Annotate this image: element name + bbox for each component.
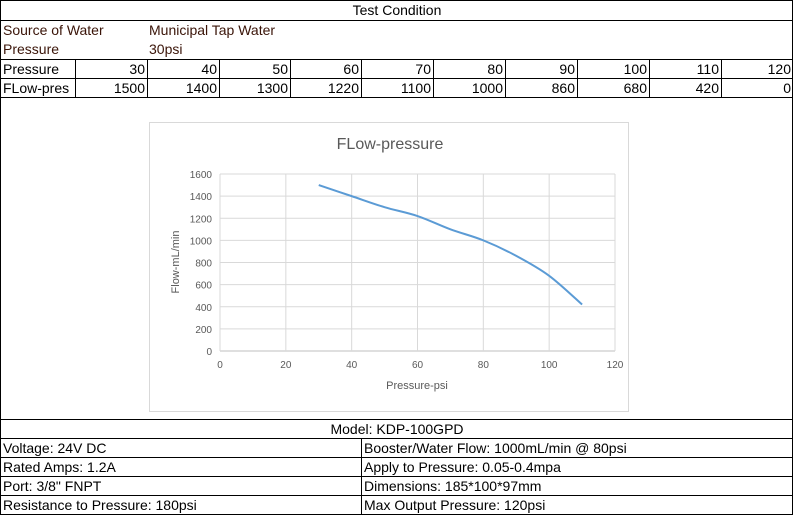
condition-row: Pressure 30psi (1, 40, 792, 59)
model-label: Model: KDP-100GPD (330, 421, 464, 437)
table-cell: 1400 (147, 79, 219, 98)
x-tick-label: 120 (607, 360, 624, 371)
spec-right: Booster/Water Flow: 1000mL/min @ 80psi (361, 439, 792, 458)
condition-row: Source of Water Municipal Tap Water (1, 20, 792, 40)
chart: 0 200 400 600 800 1000 1200 1400 1600 0 20 40 60 80 10… (149, 122, 629, 412)
y-tick-label: 1000 (190, 236, 213, 247)
table-cell: 420 (649, 79, 721, 98)
spec-right: Dimensions: 185*100*97mm (361, 477, 792, 496)
table-cell: 50 (219, 60, 290, 79)
x-tick-label: 40 (346, 360, 358, 371)
y-tick-label: 1200 (190, 214, 213, 225)
table-cell: 0 (721, 79, 792, 98)
x-axis-label: Pressure-psi (386, 380, 448, 392)
table-cell: 100 (577, 60, 649, 79)
x-tick-label: 0 (217, 360, 223, 371)
title-row: Test Condition (1, 1, 792, 20)
series-line (318, 184, 583, 306)
spec-left: Voltage: 24V DC (3, 440, 107, 456)
spec-left: Port: 3/8" FNPT (3, 478, 102, 494)
table-cell: 680 (577, 79, 649, 98)
x-tick-label: 60 (412, 360, 424, 371)
table-cell: 110 (649, 60, 721, 79)
row-label: Pressure (3, 61, 60, 77)
table-cell: 60 (290, 60, 361, 79)
y-tick-label: 1400 (190, 192, 213, 203)
row-label: FLow-pres (3, 80, 70, 96)
table-row: FLow-pres 1500 1400 1300 1220 1100 1000 860 680 4… (1, 78, 792, 98)
y-tick-label: 800 (195, 259, 212, 270)
spec-right: Apply to Pressure: 0.05-0.4mpa (361, 458, 792, 477)
condition-label: Source of Water (3, 22, 104, 38)
table-cell: 1000 (433, 79, 505, 98)
table-cell: 30 (75, 60, 147, 79)
y-tick-label: 1600 (190, 170, 213, 181)
x-tick-label: 20 (280, 360, 292, 371)
y-tick-label: 0 (206, 347, 212, 358)
spec-right: Max Output Pressure: 120psi (361, 496, 792, 514)
x-tick-label: 100 (541, 360, 558, 371)
table-cell: 80 (433, 60, 505, 79)
spec-row: Port: 3/8" FNPT Dimensions: 185*100*97mm (1, 476, 792, 496)
y-tick-label: 600 (195, 281, 212, 292)
table-cell: 860 (505, 79, 577, 98)
chart-area (1, 97, 792, 420)
model-row: Model: KDP-100GPD (1, 419, 792, 439)
table-row: Pressure 30 40 50 60 70 80 90 100 110 120 (1, 59, 792, 79)
condition-label: Pressure (3, 41, 60, 57)
spec-row: Voltage: 24V DC Booster/Water Flow: 1000m… (1, 438, 792, 458)
table-cell: 120 (721, 60, 792, 79)
table-cell: 40 (147, 60, 219, 79)
table-cell: 90 (505, 60, 577, 79)
x-tick-label: 80 (478, 360, 490, 371)
table-cell: 1500 (75, 79, 147, 98)
y-tick-label: 200 (195, 325, 212, 336)
spec-left: Rated Amps: 1.2A (3, 459, 116, 475)
spec-row: Rated Amps: 1.2A Apply to Pressure: 0.05-… (1, 457, 792, 477)
y-axis-label: Flow-mL/min (170, 231, 182, 294)
condition-value: Municipal Tap Water (149, 22, 276, 38)
condition-value: 30psi (149, 41, 183, 57)
spec-left: Resistance to Pressure: 180psi (3, 497, 197, 513)
sheet-title: Test Condition (352, 2, 442, 18)
table-cell: 1300 (219, 79, 290, 98)
chart-title: FLow-pressure (337, 136, 444, 153)
table-cell: 70 (361, 60, 433, 79)
spec-row: Resistance to Pressure: 180psi Max Output… (1, 495, 792, 514)
table-cell: 1100 (361, 79, 433, 98)
y-tick-label: 400 (195, 303, 212, 314)
table-cell: 1220 (290, 79, 361, 98)
